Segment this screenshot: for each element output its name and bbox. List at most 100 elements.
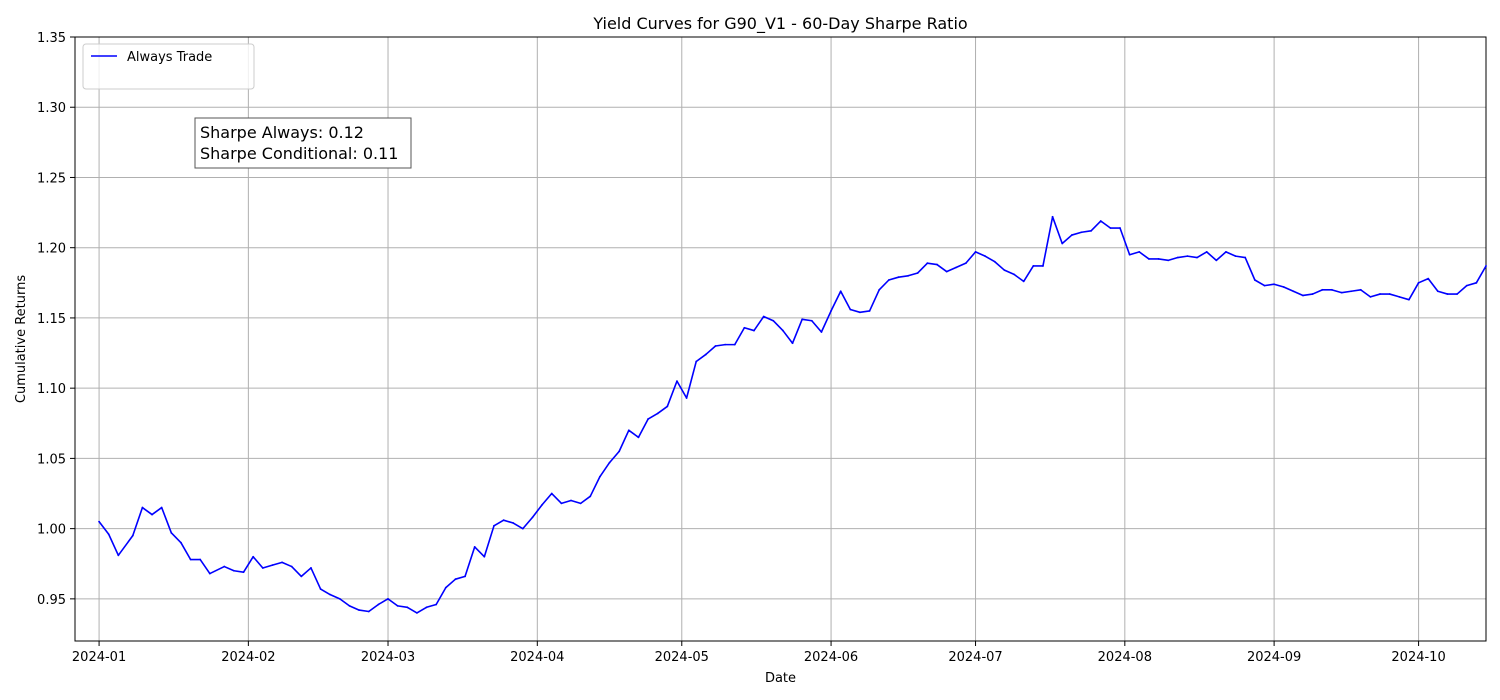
data-point-always-trade	[1475, 281, 1478, 284]
y-tick-label: 1.35	[37, 31, 66, 46]
x-tick-label: 2024-03	[361, 650, 415, 665]
data-point-always-trade	[830, 310, 832, 312]
data-point-always-trade	[464, 575, 466, 578]
data-point-always-trade	[656, 412, 659, 415]
data-point-always-trade	[1205, 251, 1208, 253]
data-point-always-trade	[1225, 251, 1227, 253]
annotation-sharpe-conditional: Sharpe Conditional: 0.11	[200, 144, 398, 163]
data-point-always-trade	[859, 311, 861, 314]
data-point-always-trade	[1398, 295, 1401, 298]
data-point-always-trade	[1417, 281, 1420, 284]
data-point-always-trade	[955, 266, 958, 269]
series-line-always-trade	[98, 216, 1487, 614]
data-point-always-trade	[916, 272, 919, 274]
data-point-always-trade	[714, 345, 717, 347]
data-point-always-trade	[1176, 256, 1179, 259]
x-tick-label: 2024-02	[221, 650, 275, 665]
data-point-always-trade	[1302, 294, 1304, 297]
y-tick-label: 1.10	[37, 382, 66, 397]
data-point-always-trade	[676, 380, 678, 383]
data-point-always-trade	[1061, 242, 1064, 245]
data-point-always-trade	[984, 255, 987, 258]
x-tick-label: 2024-05	[655, 650, 709, 665]
data-point-always-trade	[531, 516, 534, 519]
y-tick-label: 1.25	[37, 171, 66, 186]
data-point-always-trade	[348, 604, 351, 607]
data-point-always-trade	[1090, 229, 1093, 232]
data-point-always-trade	[377, 603, 380, 606]
data-point-always-trade	[1013, 273, 1015, 276]
data-point-always-trade	[1456, 293, 1459, 295]
data-point-always-trade	[887, 279, 890, 281]
data-point-always-trade	[199, 558, 202, 561]
data-point-always-trade	[1042, 265, 1044, 267]
data-point-always-trade	[897, 276, 900, 279]
x-tick-label: 2024-06	[804, 650, 858, 665]
x-axis-title: Date	[765, 671, 796, 686]
data-point-always-trade	[839, 290, 842, 293]
data-point-always-trade	[1051, 215, 1054, 218]
data-point-always-trade	[1388, 293, 1391, 295]
data-point-always-trade	[387, 597, 389, 600]
x-tick-label: 2024-04	[510, 650, 564, 665]
data-point-always-trade	[233, 569, 235, 572]
data-point-always-trade	[1427, 277, 1430, 280]
data-point-always-trade	[310, 567, 312, 569]
data-point-always-trade	[637, 436, 640, 439]
data-point-always-trade	[160, 506, 163, 509]
data-point-always-trade	[189, 558, 192, 561]
data-point-always-trade	[1186, 255, 1189, 258]
y-tick-label: 1.05	[37, 452, 66, 467]
data-point-always-trade	[1148, 258, 1150, 260]
data-point-always-trade	[1138, 251, 1141, 253]
data-point-always-trade	[1321, 288, 1324, 291]
y-axis-title: Cumulative Returns	[14, 275, 29, 403]
data-point-always-trade	[473, 545, 476, 548]
data-point-always-trade	[1436, 290, 1439, 293]
data-point-always-trade	[454, 578, 457, 581]
data-point-always-trade	[151, 513, 153, 516]
data-point-always-trade	[1446, 293, 1449, 295]
data-point-always-trade	[1234, 255, 1237, 258]
data-point-always-trade	[743, 326, 746, 329]
data-point-always-trade	[1359, 288, 1362, 291]
data-point-always-trade	[647, 418, 649, 420]
data-point-always-trade	[1465, 284, 1468, 287]
legend-label: Always Trade	[127, 50, 212, 65]
data-point-always-trade	[396, 604, 399, 607]
data-point-always-trade	[98, 520, 100, 523]
data-point-always-trade	[1292, 290, 1295, 293]
data-point-always-trade	[1099, 220, 1102, 222]
data-point-always-trade	[1273, 283, 1276, 286]
data-point-always-trade	[1244, 256, 1247, 259]
data-point-always-trade	[1167, 259, 1170, 262]
data-point-always-trade	[685, 397, 688, 399]
legend-box	[82, 43, 255, 90]
data-point-always-trade	[493, 524, 495, 527]
data-point-always-trade	[329, 593, 332, 596]
data-point-always-trade	[1311, 293, 1314, 295]
data-point-always-trade	[820, 331, 823, 333]
data-point-always-trade	[1330, 288, 1333, 291]
data-point-always-trade	[1080, 231, 1083, 234]
y-tick-label: 1.30	[37, 101, 66, 116]
data-point-always-trade	[753, 329, 755, 332]
data-point-always-trade	[579, 502, 582, 505]
data-point-always-trade	[502, 519, 505, 522]
data-point-always-trade	[117, 554, 120, 557]
data-point-always-trade	[208, 572, 211, 575]
data-point-always-trade	[1070, 234, 1073, 236]
data-point-always-trade	[1340, 291, 1343, 294]
data-point-always-trade	[1032, 265, 1035, 267]
plot-frame	[74, 36, 1487, 642]
x-tick-label: 2024-01	[72, 650, 126, 665]
data-point-always-trade	[406, 606, 409, 609]
data-point-always-trade	[791, 342, 794, 345]
data-point-always-trade	[338, 597, 341, 600]
data-point-always-trade	[1408, 298, 1410, 301]
data-point-always-trade	[550, 492, 553, 495]
data-point-always-trade	[1253, 279, 1256, 281]
data-point-always-trade	[252, 555, 255, 558]
data-point-always-trade	[416, 612, 418, 614]
